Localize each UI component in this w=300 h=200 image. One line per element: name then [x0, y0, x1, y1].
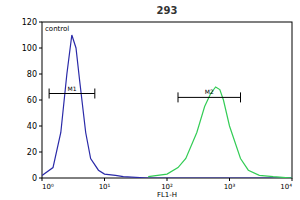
x-tick-label: 10⁰ [42, 183, 54, 191]
gate-end [178, 92, 179, 102]
y-tick-label: 120 [22, 18, 37, 27]
histogram-line [42, 35, 292, 178]
y-tick-label: 0 [32, 174, 37, 183]
x-axis-label: FL1-H [157, 191, 177, 199]
x-tick [292, 178, 293, 181]
y-tick-label: 20 [27, 148, 37, 157]
y-tick [39, 152, 42, 153]
y-tick [39, 100, 42, 101]
y-tick-label: 60 [27, 96, 37, 105]
x-tick [104, 178, 105, 181]
x-tick-label: 10⁴ [280, 183, 292, 191]
y-tick-label: 40 [27, 122, 37, 131]
chart: 293 0 20 40 60 80 100 120 10⁰ 10¹ 10² 10³ 10⁴ FL1-H co… [0, 0, 300, 200]
x-tick-label: 10² [161, 183, 173, 191]
series-group [42, 35, 292, 178]
plot-frame [42, 22, 292, 178]
y-tick [39, 74, 42, 75]
x-tick [229, 178, 230, 181]
series-label: control [45, 25, 69, 33]
x-tick-label: 10³ [224, 183, 236, 191]
x-tick [42, 178, 43, 181]
gate-end [49, 89, 50, 99]
gate-end [240, 92, 241, 102]
y-tick-label: 100 [22, 44, 37, 53]
y-tick-label: 80 [27, 70, 37, 79]
gate-end [94, 89, 95, 99]
gate-label: M1 [67, 85, 76, 92]
y-tick [39, 126, 42, 127]
gate-line [49, 93, 95, 94]
y-tick [39, 48, 42, 49]
title: 293 [157, 5, 178, 16]
histogram-line [148, 87, 292, 178]
x-tick-label: 10¹ [99, 183, 111, 191]
gate-line [178, 97, 241, 98]
x-tick [167, 178, 168, 181]
y-tick [39, 22, 42, 23]
gate-label: M2 [205, 88, 214, 95]
